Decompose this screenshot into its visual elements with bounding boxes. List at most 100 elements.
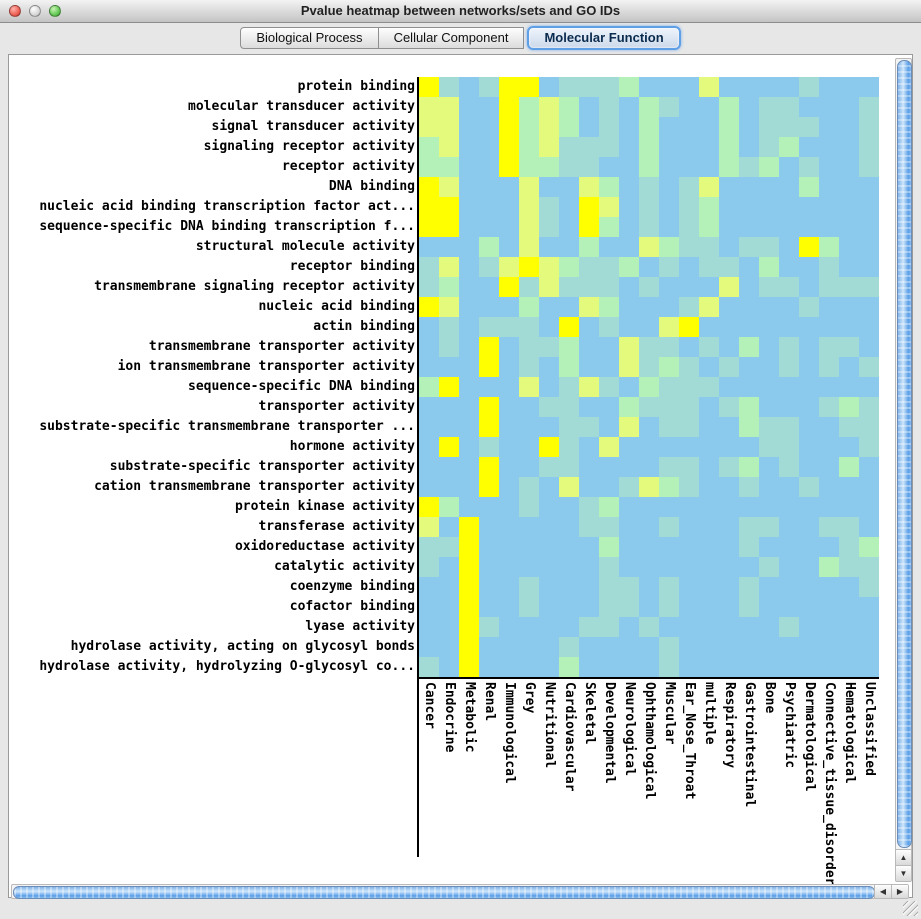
heatmap-cell <box>759 217 779 237</box>
heatmap-cell <box>559 577 579 597</box>
tab-biological-process[interactable]: Biological Process <box>240 26 379 49</box>
heatmap-cell <box>819 117 839 137</box>
heatmap-cell <box>779 257 799 277</box>
heatmap-cell <box>719 237 739 257</box>
scroll-left-button[interactable]: ◀ <box>874 885 891 898</box>
heatmap-column-label: Hematological <box>842 682 857 784</box>
heatmap-cell <box>459 137 479 157</box>
heatmap-row-label: transmembrane signaling receptor activit… <box>94 279 415 294</box>
heatmap-cell <box>499 637 519 657</box>
heatmap-cell <box>599 517 619 537</box>
tab-molecular-function[interactable]: Molecular Function <box>527 25 681 50</box>
minimize-button[interactable] <box>29 5 41 17</box>
scroll-down-button[interactable]: ▼ <box>896 865 911 881</box>
heatmap-cell <box>819 617 839 637</box>
heatmap-cell <box>659 417 679 437</box>
vertical-scrollbar-thumb[interactable] <box>897 60 912 848</box>
heatmap-cell <box>519 497 539 517</box>
heatmap-cell <box>639 77 659 97</box>
horizontal-scrollbar-thumb[interactable] <box>13 886 875 899</box>
heatmap-cell <box>839 377 859 397</box>
scroll-right-button[interactable]: ▶ <box>891 885 908 898</box>
heatmap-cell <box>419 337 439 357</box>
heatmap-cell <box>479 377 499 397</box>
heatmap-cell <box>539 97 559 117</box>
heatmap-cell <box>539 257 559 277</box>
zoom-button[interactable] <box>49 5 61 17</box>
heatmap-cell <box>519 77 539 97</box>
heatmap-cell <box>799 137 819 157</box>
heatmap-cell <box>419 597 439 617</box>
heatmap-cell <box>659 457 679 477</box>
heatmap-cell <box>559 437 579 457</box>
heatmap-cell <box>779 597 799 617</box>
heatmap-cell <box>719 517 739 537</box>
heatmap-cell <box>639 417 659 437</box>
heatmap-cell <box>559 537 579 557</box>
heatmap-cell <box>699 457 719 477</box>
heatmap-cell <box>759 557 779 577</box>
vertical-scrollbar[interactable]: ▲ ▼ <box>895 58 912 882</box>
heatmap-cell <box>779 397 799 417</box>
heatmap-row-label: structural molecule activity <box>195 239 415 254</box>
heatmap-cell <box>799 197 819 217</box>
heatmap-column-label: Skeletal <box>582 682 597 745</box>
heatmap-cell <box>499 317 519 337</box>
heatmap-cell <box>679 277 699 297</box>
heatmap-cell <box>599 417 619 437</box>
heatmap-cell <box>719 577 739 597</box>
heatmap-cell <box>459 297 479 317</box>
scroll-up-button[interactable]: ▲ <box>896 849 911 865</box>
heatmap-cell <box>659 297 679 317</box>
heatmap-cell <box>739 297 759 317</box>
heatmap-cell <box>559 557 579 577</box>
heatmap-cell <box>679 397 699 417</box>
heatmap-row-label: hormone activity <box>289 439 415 454</box>
heatmap-cell <box>599 177 619 197</box>
heatmap-cell <box>439 137 459 157</box>
heatmap-cell <box>639 597 659 617</box>
heatmap-cell <box>599 157 619 177</box>
heatmap-cell <box>579 357 599 377</box>
heatmap-cell <box>459 177 479 197</box>
tab-cellular-component[interactable]: Cellular Component <box>378 26 525 49</box>
heatmap-column-label: Respiratory <box>722 682 737 769</box>
heatmap-cell <box>619 197 639 217</box>
heatmap-cell <box>459 337 479 357</box>
heatmap-cell <box>839 637 859 657</box>
heatmap-cell <box>739 417 759 437</box>
heatmap-cell <box>519 137 539 157</box>
heatmap-cell <box>499 77 519 97</box>
heatmap-cell <box>439 117 459 137</box>
heatmap-cell <box>599 637 619 657</box>
heatmap-cell <box>659 397 679 417</box>
heatmap-cell <box>459 377 479 397</box>
scroll-left-icon: ◀ <box>879 887 887 896</box>
heatmap-cell <box>439 657 459 677</box>
heatmap-cell <box>699 137 719 157</box>
heatmap-cell <box>839 177 859 197</box>
close-button[interactable] <box>9 5 21 17</box>
heatmap-cell <box>799 577 819 597</box>
heatmap-cell <box>439 437 459 457</box>
heatmap-cell <box>779 77 799 97</box>
heatmap-cell <box>499 117 519 137</box>
heatmap-cell <box>659 537 679 557</box>
heatmap-cell <box>499 417 519 437</box>
heatmap-cell <box>499 577 519 597</box>
heatmap-cell <box>419 577 439 597</box>
heatmap-cell <box>679 257 699 277</box>
horizontal-scrollbar[interactable]: ◀ ▶ <box>11 884 909 899</box>
heatmap-cell <box>739 397 759 417</box>
heatmap-row-label: protein binding <box>297 79 415 94</box>
heatmap-cell <box>479 117 499 137</box>
heatmap-cell <box>599 317 619 337</box>
heatmap-cell <box>479 157 499 177</box>
heatmap-cell <box>839 417 859 437</box>
resize-grip[interactable] <box>903 901 918 916</box>
heatmap-cell <box>759 237 779 257</box>
heatmap-cell <box>779 197 799 217</box>
heatmap-cell <box>799 617 819 637</box>
heatmap-cell <box>599 357 619 377</box>
heatmap-column-label: Neurological <box>622 682 637 776</box>
